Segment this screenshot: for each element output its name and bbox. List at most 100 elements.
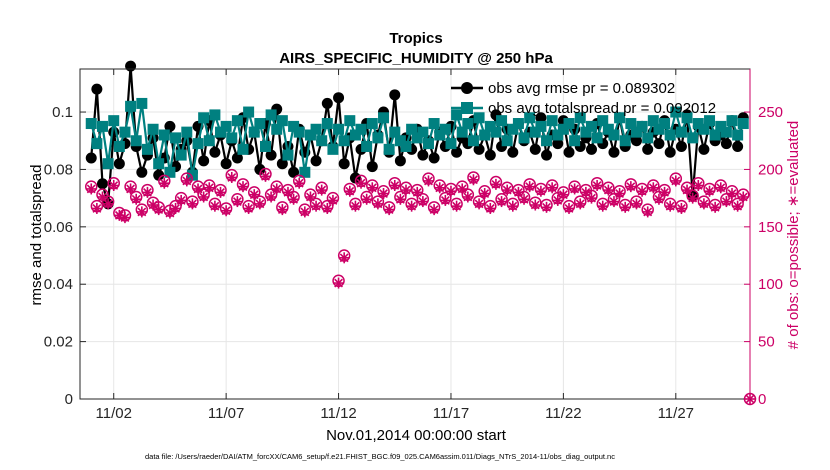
data-point-evaluated — [293, 177, 305, 189]
data-point-spread — [501, 135, 513, 147]
data-point-spread — [383, 143, 395, 155]
data-point-spread — [675, 126, 687, 138]
data-point-spread — [158, 129, 170, 141]
data-point-evaluated — [664, 200, 676, 212]
data-point-evaluated — [732, 200, 744, 212]
data-point-evaluated — [653, 193, 665, 205]
x-tick-label: 11/02 — [96, 405, 132, 422]
series-square — [85, 97, 749, 181]
data-point-rmse — [254, 163, 266, 175]
data-point-evaluated — [675, 202, 687, 214]
data-point-spread — [85, 118, 97, 130]
data-point-evaluated — [591, 180, 603, 192]
data-point-spread — [192, 138, 204, 150]
data-point-evaluated — [563, 202, 575, 214]
data-point-evaluated — [574, 198, 586, 210]
data-point-rmse — [209, 146, 221, 158]
data-point-rmse — [220, 158, 232, 170]
data-point-evaluated — [546, 182, 558, 194]
data-point-evaluated — [85, 183, 97, 195]
data-point-spread — [153, 158, 165, 170]
data-point-evaluated — [439, 194, 451, 206]
data-point-rmse — [113, 158, 125, 170]
data-point-evaluated — [406, 200, 418, 212]
y-tick-label: 0.1 — [52, 104, 73, 121]
data-file-footer: data file: /Users/raeder/DAI/ATM_forcXX/… — [145, 452, 615, 461]
data-point-evaluated — [456, 183, 468, 195]
data-point-evaluated — [737, 191, 749, 203]
data-point-spread — [349, 129, 361, 141]
data-point-evaluated — [220, 205, 232, 217]
data-point-spread — [259, 140, 271, 152]
series-asterisk — [85, 170, 749, 289]
data-point-evaluated — [91, 202, 103, 214]
data-point-spread — [271, 123, 283, 135]
data-point-spread — [136, 97, 148, 109]
data-point-evaluated — [557, 189, 569, 201]
data-point-spread — [720, 126, 732, 138]
y2-axis-label: # of obs: o=possible; ∗=evaluated — [785, 121, 802, 350]
data-point-spread — [698, 123, 710, 135]
data-point-evaluated — [327, 194, 339, 206]
data-point-spread — [293, 126, 305, 138]
data-point-evaluated — [130, 193, 142, 205]
data-point-evaluated — [226, 171, 238, 183]
data-point-spread — [175, 149, 187, 161]
data-point-rmse — [664, 146, 676, 158]
x-tick-label: 11/12 — [320, 405, 356, 422]
data-point-spread — [467, 135, 479, 147]
x-axis-label: Nov.01,2014 00:00:00 start — [326, 427, 507, 444]
chart-title: Tropics — [389, 30, 442, 47]
data-point-evaluated — [462, 191, 474, 203]
data-point-rmse — [164, 120, 176, 132]
data-point-spread — [321, 118, 333, 130]
data-point-evaluated — [288, 193, 300, 205]
data-point-spread — [181, 126, 193, 138]
data-point-evaluated — [687, 192, 699, 204]
data-point-spread — [642, 132, 654, 144]
data-point-spread — [704, 115, 716, 127]
data-point-rmse — [96, 178, 108, 190]
data-point-evaluated — [692, 180, 704, 192]
x-tick-label: 11/22 — [545, 405, 581, 422]
y2-tick-label: 0 — [758, 391, 766, 408]
y2-tick-label: 250 — [758, 104, 783, 121]
data-point-evaluated — [158, 177, 170, 189]
data-point-spread — [344, 115, 356, 127]
data-point-spread — [636, 120, 648, 132]
data-point-rmse — [338, 158, 350, 170]
data-point-evaluated — [108, 180, 120, 192]
data-point-evaluated — [276, 204, 288, 216]
legend-entry-spread: obs avg totalspread pr = 0.092012 — [451, 100, 716, 117]
data-point-spread — [141, 143, 153, 155]
data-point-evaluated — [681, 184, 693, 196]
legend-entry-rmse: obs avg rmse pr = 0.089302 — [451, 80, 675, 97]
data-point-spread — [108, 115, 120, 127]
data-point-rmse — [675, 140, 687, 152]
data-point-rmse — [507, 146, 519, 158]
data-point-evaluated — [473, 198, 485, 210]
data-point-evaluated — [153, 204, 165, 216]
data-point-spread — [479, 129, 491, 141]
data-point-spread — [237, 143, 249, 155]
data-point-evaluated — [383, 204, 395, 216]
data-point-evaluated — [215, 186, 227, 198]
data-point-spread — [248, 126, 260, 138]
data-point-evaluated — [608, 196, 620, 208]
data-point-evaluated — [181, 175, 193, 187]
data-point-spread — [130, 135, 142, 147]
data-point-spread — [316, 135, 328, 147]
data-point-evaluated — [726, 188, 738, 200]
data-point-spread — [186, 169, 198, 181]
data-point-evaluated — [119, 212, 131, 224]
data-point-evaluated — [175, 194, 187, 206]
data-point-spread — [113, 140, 125, 152]
data-point-spread — [310, 123, 322, 135]
data-point-spread — [265, 109, 277, 121]
data-point-evaluated — [372, 198, 384, 210]
data-point-rmse — [265, 149, 277, 161]
data-point-spread — [203, 135, 215, 147]
data-point-evaluated — [428, 204, 440, 216]
data-point-spread — [569, 135, 581, 147]
data-point-evaluated — [338, 252, 350, 264]
